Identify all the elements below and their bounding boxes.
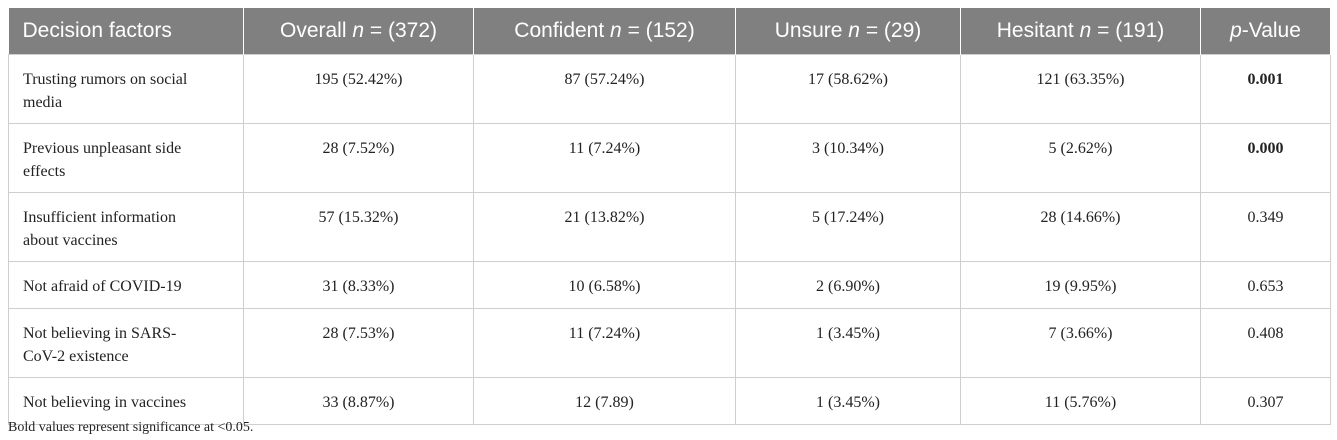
header-italic: n (610, 19, 622, 42)
table-row: Previous unpleasant side effects 28 (7.52… (8, 123, 1331, 193)
p-value-cell: 0.000 (1200, 123, 1331, 193)
factor-cell: Insufficient information about vaccines (8, 192, 244, 262)
value-cell: 7 (3.66%) (960, 308, 1201, 378)
header-label: Decision factors (22, 19, 172, 42)
factor-cell: Not afraid of COVID-19 (8, 261, 244, 309)
table-row: Not afraid of COVID-19 31 (8.33%) 10 (6.58… (8, 261, 1331, 309)
value-cell: 1 (3.45%) (735, 308, 961, 378)
value-cell: 10 (6.58%) (473, 261, 736, 309)
factor-cell: Trusting rumors on social media (8, 54, 244, 124)
value-cell: 5 (17.24%) (735, 192, 961, 262)
table-row: Not believing in vaccines 33 (8.87%) 12 (7… (8, 377, 1331, 425)
header-rest: = (372) (369, 19, 438, 42)
p-value-cell: 0.349 (1200, 192, 1331, 262)
value-cell: 11 (7.24%) (473, 123, 736, 193)
value-cell: 28 (7.52%) (243, 123, 474, 193)
factor-cell: Previous unpleasant side effects (8, 123, 244, 193)
table-body: Trusting rumors on social media 195 (52.4… (8, 54, 1331, 425)
table-wrap: Decision factors Overall n = (372) Confide… (8, 8, 1331, 425)
value-cell: 31 (8.33%) (243, 261, 474, 309)
header-cell: Hesitant n = (191) (960, 8, 1201, 55)
value-cell: 33 (8.87%) (243, 377, 474, 425)
header-italic: n (1079, 19, 1092, 42)
header-label: Unsure (774, 19, 843, 42)
value-cell: 21 (13.82%) (473, 192, 736, 262)
header-rest: -Value (1241, 19, 1301, 42)
value-cell: 1 (3.45%) (735, 377, 961, 425)
header-row: Decision factors Overall n = (372) Confide… (8, 8, 1331, 55)
header-rest: = (191) (1097, 19, 1165, 42)
header-italic: p (1230, 19, 1242, 42)
value-cell: 17 (58.62%) (735, 54, 961, 124)
header-cell: Confident n = (152) (473, 8, 736, 55)
header-rest: = (29) (865, 19, 922, 42)
header-label: Confident (514, 19, 605, 42)
data-table: Decision factors Overall n = (372) Confide… (8, 8, 1331, 425)
header-cell: Unsure n = (29) (735, 8, 961, 55)
p-value-cell: 0.653 (1200, 261, 1331, 309)
value-cell: 5 (2.62%) (960, 123, 1201, 193)
table-row: Not believing in SARS-CoV-2 existence 28 … (8, 308, 1331, 378)
value-cell: 2 (6.90%) (735, 261, 961, 309)
value-cell: 11 (5.76%) (960, 377, 1201, 425)
table-row: Insufficient information about vaccines 5… (8, 192, 1331, 262)
p-value-cell: 0.001 (1200, 54, 1331, 124)
p-value-cell: 0.307 (1200, 377, 1331, 425)
value-cell: 11 (7.24%) (473, 308, 736, 378)
header-cell: p-Value (1200, 8, 1331, 55)
factor-cell: Not believing in SARS-CoV-2 existence (8, 308, 244, 378)
header-italic: n (848, 19, 860, 42)
value-cell: 28 (7.53%) (243, 308, 474, 378)
value-cell: 28 (14.66%) (960, 192, 1201, 262)
header-label: Hesitant (996, 19, 1074, 42)
value-cell: 19 (9.95%) (960, 261, 1201, 309)
value-cell: 121 (63.35%) (960, 54, 1201, 124)
header-label: Overall (279, 19, 347, 42)
header-cell: Overall n = (372) (243, 8, 474, 55)
p-value-cell: 0.408 (1200, 308, 1331, 378)
value-cell: 12 (7.89) (473, 377, 736, 425)
factor-cell: Not believing in vaccines (8, 377, 244, 425)
footnote: Bold values represent significance at <0… (8, 420, 254, 435)
header-italic: n (352, 19, 365, 42)
value-cell: 195 (52.42%) (243, 54, 474, 124)
value-cell: 3 (10.34%) (735, 123, 961, 193)
header-rest: = (152) (627, 19, 695, 42)
header-cell: Decision factors (8, 8, 244, 55)
table-row: Trusting rumors on social media 195 (52.4… (8, 54, 1331, 124)
value-cell: 57 (15.32%) (243, 192, 474, 262)
value-cell: 87 (57.24%) (473, 54, 736, 124)
